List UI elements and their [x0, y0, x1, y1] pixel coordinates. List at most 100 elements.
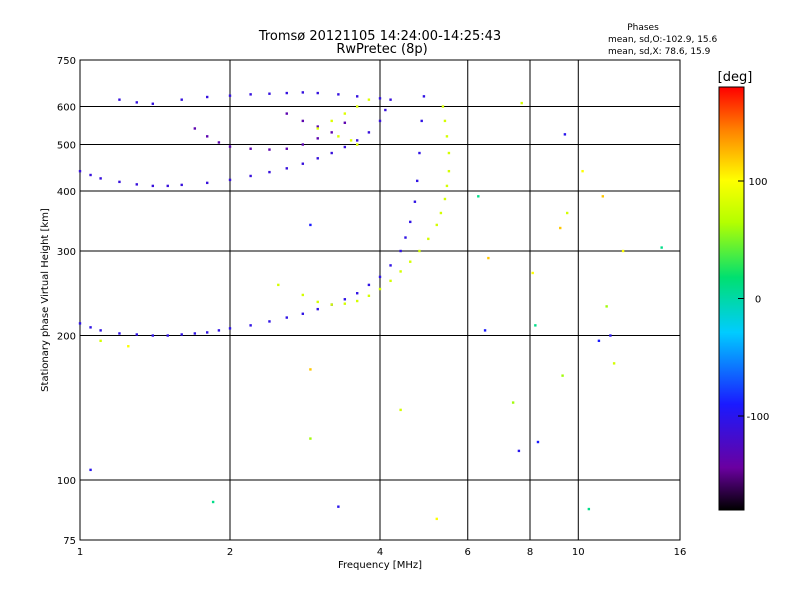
data-point — [285, 147, 288, 150]
data-point — [99, 177, 102, 180]
data-point — [445, 184, 449, 188]
data-point — [166, 334, 169, 337]
x-tick-label: 4 — [377, 547, 383, 558]
data-point — [118, 180, 121, 184]
colorbar-ticks: 100 0 -100 — [738, 177, 769, 423]
data-point — [316, 157, 319, 160]
data-point — [249, 174, 252, 178]
data-point — [330, 119, 333, 123]
data-point — [309, 437, 312, 440]
data-point — [409, 220, 412, 224]
data-point — [601, 195, 605, 198]
data-point — [285, 112, 288, 115]
data-point — [422, 95, 426, 98]
data-point — [427, 237, 430, 241]
y-axis-label: Stationary phase Virtual Height [km] — [40, 208, 51, 392]
data-point — [447, 169, 451, 173]
data-point — [389, 264, 392, 267]
data-point — [378, 287, 382, 291]
data-point — [447, 151, 451, 155]
data-point — [378, 97, 382, 100]
chart-title: Tromsø 20121105 14:24:00-14:25:43 — [258, 29, 501, 44]
phases-title: Phases — [627, 23, 659, 33]
data-point — [228, 145, 232, 148]
data-point — [439, 211, 443, 215]
data-point — [355, 139, 359, 142]
data-point — [228, 178, 232, 182]
data-point — [285, 167, 288, 170]
data-point — [277, 283, 280, 287]
data-point — [483, 329, 487, 332]
data-point — [531, 271, 534, 275]
data-point — [487, 256, 490, 260]
data-point — [399, 270, 402, 273]
data-point — [605, 305, 608, 308]
data-point — [413, 200, 417, 203]
data-point — [316, 127, 319, 130]
data-point — [441, 105, 445, 108]
data-point — [316, 300, 319, 304]
data-point — [211, 500, 215, 504]
y-tick-label: 500 — [57, 141, 76, 152]
y-tick-label: 300 — [57, 247, 76, 258]
data-point — [316, 137, 319, 140]
data-point — [301, 143, 305, 146]
data-point — [384, 108, 387, 112]
data-point — [609, 334, 612, 337]
data-point — [89, 468, 92, 472]
data-point — [301, 312, 305, 315]
data-point — [511, 401, 515, 404]
phases-x-stats: mean, sd,X: 78.6, 15.9 — [608, 47, 711, 57]
data-point — [205, 181, 209, 185]
grid-lines — [80, 60, 680, 540]
data-point — [559, 226, 562, 230]
data-point — [343, 302, 347, 305]
colorbar-tick-label: 100 — [748, 177, 767, 188]
x-tick-label: 6 — [465, 547, 471, 558]
data-point — [89, 326, 92, 329]
x-tick-label: 2 — [227, 547, 233, 558]
data-point — [151, 184, 155, 188]
data-point — [301, 162, 305, 165]
data-point — [597, 339, 601, 343]
data-point — [337, 93, 340, 96]
colorbar-tick-label: -100 — [747, 412, 770, 423]
x-tick-label: 10 — [572, 547, 585, 558]
data-point — [193, 332, 197, 335]
data-point — [418, 249, 421, 253]
data-point — [285, 91, 288, 95]
data-point — [180, 333, 183, 336]
data-point — [612, 362, 616, 365]
data-point — [249, 93, 252, 96]
y-tick-label: 75 — [63, 536, 76, 547]
data-point — [477, 195, 480, 198]
data-point — [404, 236, 407, 239]
data-point — [316, 125, 319, 128]
x-axis-ticks: 1 2 4 6 8 10 16 — [77, 547, 687, 558]
data-point — [337, 135, 340, 138]
data-point — [435, 517, 438, 521]
data-point — [78, 169, 82, 173]
data-point — [268, 170, 271, 174]
data-point — [355, 299, 359, 303]
data-point — [378, 119, 382, 123]
data-point — [135, 101, 138, 104]
data-point — [660, 246, 663, 249]
chart-subtitle: RwPretec (8p) — [336, 42, 427, 57]
data-point — [389, 279, 392, 283]
data-point — [151, 334, 155, 337]
data-point — [180, 183, 183, 187]
data-point — [443, 197, 447, 201]
y-tick-label: 400 — [57, 187, 76, 198]
data-point — [565, 211, 569, 215]
y-tick-label: 100 — [57, 476, 76, 487]
data-point — [420, 119, 423, 123]
data-point — [367, 98, 371, 101]
data-point — [228, 327, 232, 330]
y-tick-label: 200 — [57, 332, 76, 343]
colorbar-label: [deg] — [718, 70, 753, 85]
data-point — [367, 283, 371, 287]
data-point — [249, 147, 252, 150]
data-point — [166, 184, 169, 188]
